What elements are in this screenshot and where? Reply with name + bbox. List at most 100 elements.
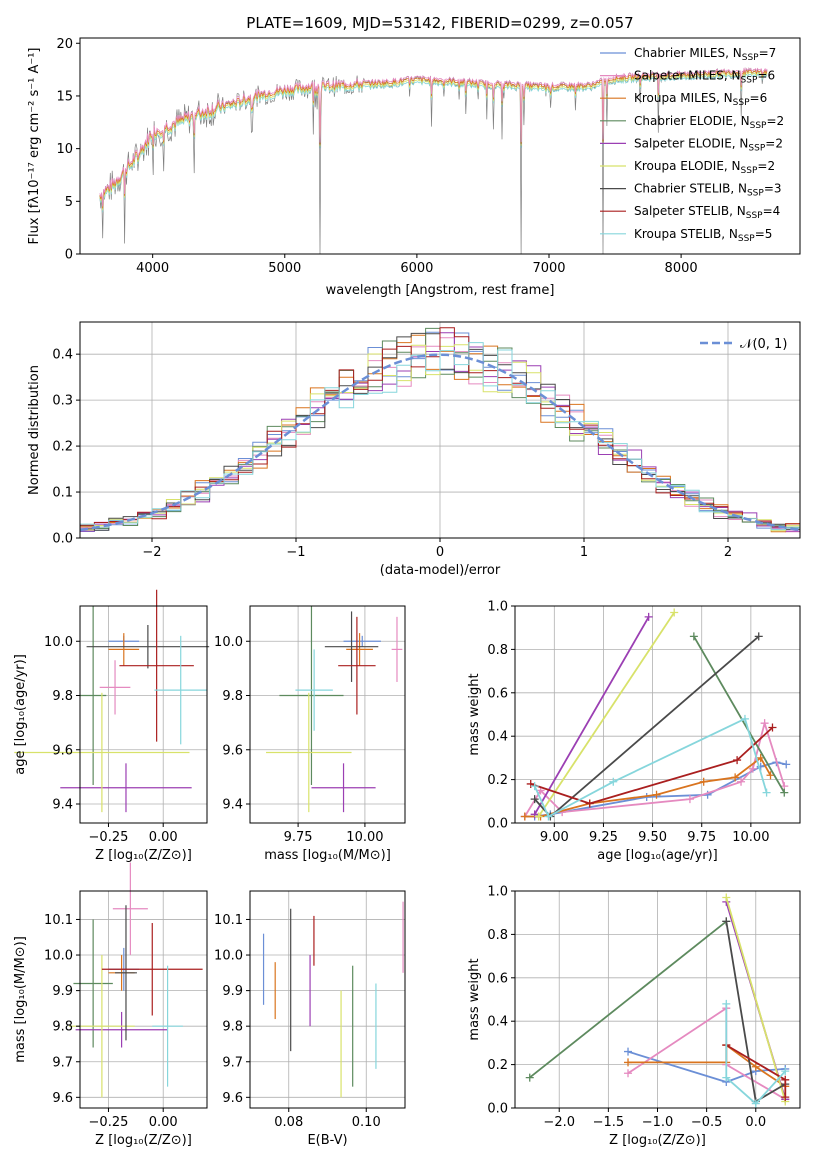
- x-tick-label: −0.25: [89, 830, 129, 845]
- weight-series-line: [533, 717, 768, 818]
- x-tick-label: 7000: [532, 261, 565, 276]
- y-tick-label: 9.8: [222, 1020, 243, 1035]
- weight-marker: [525, 1073, 534, 1082]
- weight-marker: [782, 760, 791, 769]
- weight-marker: [520, 812, 529, 821]
- y-tick-label: 9.6: [52, 1091, 73, 1106]
- x-tick-label: 9.75: [687, 830, 716, 845]
- y-tick-label: 9.4: [52, 798, 73, 813]
- weight-marker: [733, 756, 742, 765]
- mass-age-axes: [250, 606, 405, 823]
- z-age-frame: [79, 605, 208, 824]
- spectrum-frame: [79, 37, 801, 255]
- y-tick-label: 0.0: [487, 817, 508, 832]
- weight-marker: [780, 788, 789, 797]
- z-mass-plot-area: [69, 862, 203, 1098]
- x-tick-label: 2: [724, 545, 732, 560]
- x-axis-label: Z [log₁₀(Z/Z⊙)]: [609, 1133, 706, 1148]
- y-tick-label: 9.7: [222, 1055, 243, 1070]
- y-tick-label: 0.3: [52, 394, 73, 409]
- legend-label: Salpeter STELIB, NSSP=4: [634, 204, 780, 221]
- y-tick-label: 0.8: [487, 643, 508, 658]
- x-axis-label: Z [log₁₀(Z/Z⊙)]: [95, 1133, 192, 1148]
- x-tick-label: 9.25: [589, 830, 618, 845]
- weight-marker: [670, 608, 679, 617]
- y-tick-label: 1.0: [487, 600, 508, 615]
- weight-marker: [737, 777, 746, 786]
- residual-histogram-line: [80, 342, 800, 531]
- z-mass-frame-group: −0.25 0.00 9.6 9.7 9.8 9.9 10.0 10.1: [44, 890, 208, 1130]
- weight-marker: [699, 777, 708, 786]
- x-tick-label: 10.00: [346, 830, 383, 845]
- residual-histogram-line: [80, 327, 800, 528]
- legend-label: Salpeter ELODIE, NSSP=2: [634, 136, 783, 153]
- weight-marker: [781, 1075, 790, 1084]
- legend-label: Kroupa ELODIE, NSSP=2: [634, 159, 775, 176]
- age-weight-plot-area: [520, 608, 791, 821]
- x-tick-label: −2: [142, 545, 161, 560]
- weight-marker: [751, 1099, 760, 1108]
- x-tick-label: 0.00: [149, 1115, 178, 1130]
- weight-marker: [644, 612, 653, 621]
- legend-label: 𝒩(0, 1): [740, 337, 787, 352]
- y-axis-label: Flux [fλ10⁻¹⁷ erg cm⁻² s⁻¹ A⁻¹]: [27, 48, 42, 245]
- weight-series-line: [533, 616, 650, 815]
- residuals-plot-area: [79, 327, 801, 533]
- y-tick-label: 0.2: [52, 440, 73, 455]
- z-weight-plot-area: [525, 893, 790, 1108]
- model-spectrum-line: [99, 72, 768, 213]
- x-axis-label: E(B-V): [307, 1133, 347, 1148]
- legend-label: Kroupa MILES, NSSP=6: [634, 91, 767, 108]
- y-tick-label: 10.0: [44, 635, 73, 650]
- weight-marker: [781, 1067, 790, 1076]
- z-weight-frame-group: −2.0 −1.5 −1.0 −0.5 0.0 0.0 0.2 0.4 0.6 0.8 1.0: [487, 885, 801, 1130]
- weight-series-line: [534, 635, 760, 818]
- x-tick-label: 4000: [136, 261, 169, 276]
- y-tick-label: 0.0: [487, 1102, 508, 1117]
- y-tick-label: 9.6: [222, 743, 243, 758]
- ebv-mass-axes: [250, 891, 405, 1108]
- mass-age-frame: [249, 605, 406, 824]
- residuals-frame-group: −2 −1 0 1 2 0.0 0.1 0.2 0.3 0.4: [52, 321, 801, 560]
- weight-marker: [760, 719, 769, 728]
- y-tick-label: 10.1: [44, 913, 73, 928]
- weight-marker: [731, 773, 740, 782]
- weight-marker: [689, 632, 698, 641]
- weight-marker: [722, 917, 731, 926]
- weight-series-line: [524, 719, 786, 817]
- y-tick-label: 10: [56, 142, 73, 157]
- legend: 𝒩(0, 1): [700, 337, 787, 352]
- legend-label: Kroupa STELIB, NSSP=5: [634, 227, 772, 244]
- z-mass-axes: [80, 891, 207, 1108]
- y-tick-label: 10.0: [214, 949, 243, 964]
- age-weight-frame-group: 9.00 9.25 9.50 9.75 10.00 0.0 0.2 0.4 0.6 0.8 1.0: [487, 600, 801, 845]
- y-tick-label: 9.8: [222, 689, 243, 704]
- ebv-mass-frame-group: 0.08 0.10 9.6 9.7 9.8 9.9 10.0 10.1: [214, 890, 406, 1130]
- y-tick-label: 9.9: [52, 984, 73, 999]
- spectrum-plot-area: [99, 67, 768, 255]
- y-tick-label: 5: [65, 195, 73, 210]
- x-tick-label: 0.10: [352, 1115, 381, 1130]
- weight-series-line: [537, 612, 675, 817]
- weight-marker: [768, 723, 777, 732]
- y-tick-label: 0.8: [487, 928, 508, 943]
- x-tick-label: −1: [286, 545, 305, 560]
- weight-marker: [751, 1062, 760, 1071]
- y-tick-label: 0.6: [487, 686, 508, 701]
- weight-marker: [781, 1093, 790, 1102]
- y-axis-label: age [log₁₀(age/yr)]: [13, 654, 28, 775]
- x-tick-label: −1.0: [642, 1115, 674, 1130]
- y-tick-label: 9.6: [52, 743, 73, 758]
- weight-marker: [748, 764, 757, 773]
- x-tick-label: 5000: [268, 261, 301, 276]
- weight-series-line: [529, 920, 727, 1079]
- x-tick-label: 0.00: [149, 830, 178, 845]
- y-tick-label: 9.9: [222, 984, 243, 999]
- z-weight-axes: [515, 890, 800, 1109]
- ebv-mass-frame: [249, 890, 406, 1109]
- y-tick-label: 9.6: [222, 1091, 243, 1106]
- z-mass-frame: [79, 890, 208, 1109]
- x-tick-label: 0: [436, 545, 444, 560]
